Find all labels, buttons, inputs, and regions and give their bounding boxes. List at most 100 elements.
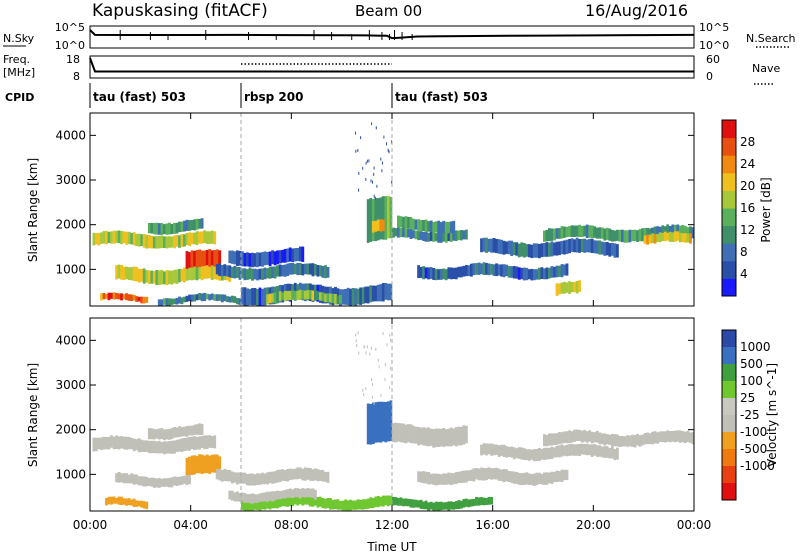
- scatter-cell: [492, 444, 496, 456]
- scatter-cell: [142, 234, 146, 248]
- scatter-cell: [417, 231, 420, 241]
- scatter-cell: [497, 239, 501, 254]
- colorbar-swatch: [722, 347, 736, 365]
- scatter-cell: [268, 499, 272, 510]
- scatter-cell: [432, 232, 436, 242]
- scatter-cell: [165, 270, 169, 286]
- scatter-cell: [97, 233, 101, 246]
- scatter-cell: [263, 499, 267, 510]
- scatter-cell: [238, 267, 242, 280]
- scatter-cell: [558, 241, 561, 256]
- scatter-cell: [258, 473, 262, 485]
- scatter-cell: [369, 198, 373, 242]
- scatter-cell: [369, 285, 373, 303]
- scatter-cell: [301, 494, 305, 506]
- scatter-cell: [490, 443, 493, 456]
- scatter-cell: [233, 472, 237, 483]
- scatter-cell: [137, 500, 141, 507]
- scatter-cell: [132, 266, 136, 282]
- scatter-cell: [243, 472, 247, 484]
- scatter-cell: [621, 229, 624, 243]
- scatter-cell: [618, 436, 622, 447]
- scatter-cell: [545, 229, 549, 242]
- scatter-cell: [341, 289, 345, 305]
- scatter-cell: [241, 472, 244, 484]
- colorbar-swatch: [722, 398, 736, 416]
- scatter-cell: [394, 422, 398, 443]
- scatter-cell: [291, 262, 295, 275]
- scatter-cell: [188, 294, 191, 302]
- scatter-cell: [502, 469, 506, 483]
- scatter-cell: [661, 431, 665, 443]
- scatter-cell: [251, 473, 254, 486]
- noise-cell: [373, 401, 375, 405]
- scatter-cell: [248, 267, 252, 280]
- scatter-cell: [266, 251, 269, 265]
- scatter-cell: [238, 472, 242, 484]
- scatter-cell: [510, 240, 514, 256]
- scatter-cell: [268, 491, 272, 501]
- scatter-cell: [462, 230, 466, 240]
- colorbar-tick-label: 12: [740, 223, 755, 237]
- scatter-cell: [291, 248, 295, 262]
- scatter-cell: [454, 267, 458, 280]
- scatter-cell: [190, 220, 194, 231]
- scatter-cell: [603, 433, 607, 446]
- scatter-cell: [563, 264, 566, 276]
- scatter-cell: [691, 227, 695, 239]
- scatter-cell: [570, 225, 574, 237]
- scatter-cell: [588, 225, 592, 238]
- nave-label: Nave: [752, 62, 780, 75]
- scatter-cell: [248, 253, 252, 267]
- scatter-cell: [643, 433, 647, 445]
- scatter-cell: [442, 268, 446, 280]
- scatter-cell: [276, 292, 279, 302]
- noise-cell: [378, 365, 380, 369]
- scatter-cell: [563, 469, 566, 481]
- scatter-cell: [578, 443, 581, 456]
- scatter-cell: [668, 226, 672, 237]
- scatter-cell: [296, 488, 300, 498]
- scatter-cell: [256, 494, 259, 503]
- scatter-cell: [180, 221, 184, 232]
- scatter-cell: [424, 471, 428, 484]
- scatter-cell: [470, 469, 473, 481]
- scatter-cell: [173, 235, 176, 249]
- scatter-cell: [135, 439, 139, 451]
- scatter-cell: [543, 472, 546, 485]
- scatter-cell: [673, 430, 677, 443]
- scatter-cell: [173, 476, 176, 486]
- scatter-cell: [603, 446, 607, 458]
- scatter-cell: [482, 443, 486, 455]
- scatter-cell: [311, 290, 315, 301]
- scatter-cell: [298, 494, 302, 505]
- scatter-cell: [223, 264, 227, 276]
- scatter-cell: [132, 474, 136, 485]
- scatter-cell: [366, 199, 370, 243]
- scatter-cell: [603, 228, 607, 241]
- noise-cell: [373, 194, 375, 198]
- scatter-cell: [220, 470, 224, 482]
- colorbar-tick-label: -500: [740, 442, 767, 456]
- scatter-cell: [560, 226, 564, 239]
- scatter-cell: [482, 497, 486, 506]
- scatter-cell: [308, 467, 312, 481]
- scatter-cell: [558, 228, 561, 239]
- scatter-cell: [132, 438, 136, 452]
- cpid-label: CPID: [5, 91, 34, 104]
- scatter-cell: [553, 242, 556, 256]
- cpid-segment-label: rbsp 200: [244, 90, 303, 104]
- scatter-cell: [517, 243, 521, 258]
- scatter-cell: [565, 282, 569, 293]
- scatter-cell: [502, 264, 506, 278]
- noise-cell: [371, 346, 372, 350]
- scatter-cell: [548, 433, 551, 446]
- scatter-cell: [193, 232, 196, 245]
- scatter-cell: [580, 443, 584, 455]
- scatter-cell: [243, 287, 247, 306]
- scatter-cell: [183, 475, 186, 484]
- scatter-cell: [590, 238, 594, 253]
- scatter-cell: [510, 471, 514, 483]
- scatter-cell: [422, 427, 425, 446]
- scatter-cell: [379, 496, 383, 507]
